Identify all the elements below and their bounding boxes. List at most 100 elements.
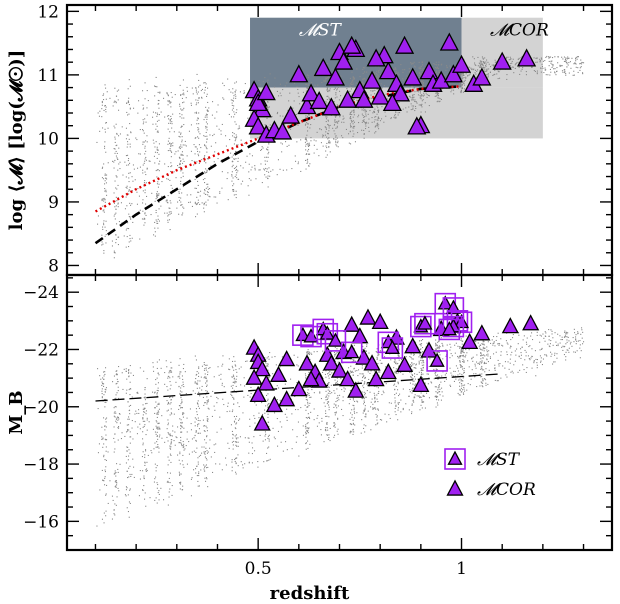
mcor-point: [269, 365, 288, 382]
mst-point: [417, 315, 433, 330]
y-tick-label-bottom: −24: [23, 283, 59, 303]
y-axis-title-bottom: M_B: [6, 390, 27, 434]
mcor-point: [343, 315, 361, 332]
triangle-point: [309, 90, 329, 110]
mst-point: [437, 295, 453, 310]
triangle-point: [439, 32, 459, 51]
mcor-point: [298, 354, 316, 371]
legend-mst-square: [444, 448, 466, 470]
mst-point: [327, 332, 344, 347]
mst-square: [442, 297, 465, 319]
triangle-point: [354, 89, 374, 108]
triangle-point: [407, 116, 427, 135]
y-tick-label-top: 11: [37, 66, 59, 86]
triangle-point: [325, 67, 346, 86]
y-tick-label-bottom: −16: [23, 512, 59, 532]
mcor-point: [322, 354, 340, 371]
triangle-point: [289, 64, 309, 83]
mcor-point: [347, 381, 365, 398]
mcor-point: [257, 374, 275, 391]
mst-point: [344, 343, 360, 359]
y-tick-label-top: 12: [37, 2, 59, 22]
triangle-point: [394, 35, 415, 54]
triangle-point: [382, 92, 402, 112]
mst-box-label: 𝓜ST: [299, 20, 343, 40]
mcor-point: [290, 380, 308, 397]
triangle-point: [378, 61, 398, 80]
mst-square: [300, 325, 322, 348]
mst-square: [414, 312, 436, 335]
mcor-point: [253, 414, 271, 431]
legend-mst-label: 𝓜ST: [477, 450, 521, 470]
triangle-point: [333, 51, 354, 70]
triangle-point: [256, 82, 276, 101]
triangle-point: [297, 96, 317, 115]
triangle-point: [403, 67, 423, 86]
y-tick-label-top: 10: [37, 129, 59, 149]
mcor-point: [363, 354, 381, 371]
mcor-point: [359, 308, 377, 325]
mcor-point: [404, 337, 422, 354]
mst-point: [295, 326, 311, 342]
y-tick-label-bottom: −22: [23, 340, 59, 360]
mcor-point: [522, 314, 540, 331]
mcor-point: [355, 348, 373, 365]
legend-mcor-label: 𝓜COR: [477, 480, 536, 500]
y-tick-label-bottom: −18: [23, 455, 59, 475]
mst-point: [441, 321, 457, 336]
triangle-point: [338, 89, 358, 108]
mcor-point: [249, 385, 267, 403]
triangle-point: [370, 86, 390, 105]
mst-square: [438, 318, 461, 341]
y-tick-label-bottom: −20: [23, 398, 59, 418]
triangle-point: [366, 48, 386, 67]
mst-square: [340, 341, 363, 364]
mcor-point: [371, 312, 389, 329]
mst-square: [324, 330, 347, 352]
mcor-point: [245, 368, 263, 385]
mst-square: [442, 315, 465, 338]
y-tick-label-top: 9: [48, 193, 59, 213]
x-tick-label: 1: [456, 559, 467, 579]
triangle-point: [390, 83, 411, 102]
mst-point: [319, 325, 335, 340]
mcor-box-label: 𝓜COR: [490, 20, 549, 40]
mcor-point: [339, 370, 357, 387]
legend-mcor-marker: [446, 479, 464, 496]
mcor-point: [412, 375, 430, 393]
mcor-point: [461, 332, 479, 350]
y-axis-title-top: log ⟨𝓜⟩ [log(𝓜☉)]: [6, 50, 27, 231]
triangle-point: [281, 105, 301, 124]
mcor-point: [302, 370, 320, 387]
y-tick-label-top: 8: [48, 256, 59, 276]
triangle-point: [248, 116, 268, 135]
mst-point: [453, 313, 470, 329]
triangle-point: [472, 67, 492, 86]
mcor-point: [330, 361, 349, 378]
triangle-point: [492, 51, 512, 70]
mcor-point: [253, 360, 271, 377]
x-axis-title: redshift: [270, 583, 350, 604]
mst-point: [384, 339, 400, 354]
triangle-point: [362, 70, 382, 89]
triangle-point: [313, 57, 333, 77]
legend-mst-marker: [447, 450, 463, 465]
x-tick-label: 0.5: [245, 559, 272, 579]
mcor-point: [265, 395, 284, 413]
triangle-point: [301, 83, 321, 102]
mcor-point: [278, 390, 296, 407]
mcor-point: [395, 355, 414, 372]
mcor-point: [473, 324, 491, 341]
mcor-point: [420, 341, 438, 358]
triangle-point: [443, 64, 463, 83]
mst-square: [381, 337, 404, 359]
triangle-point: [248, 92, 268, 112]
mcor-point: [278, 350, 296, 367]
mcor-point: [501, 317, 519, 334]
mst-point: [429, 352, 445, 367]
triangle-point: [342, 35, 362, 54]
mst-square: [426, 350, 448, 372]
triangle-point: [451, 54, 472, 73]
mcor-point: [367, 370, 385, 387]
